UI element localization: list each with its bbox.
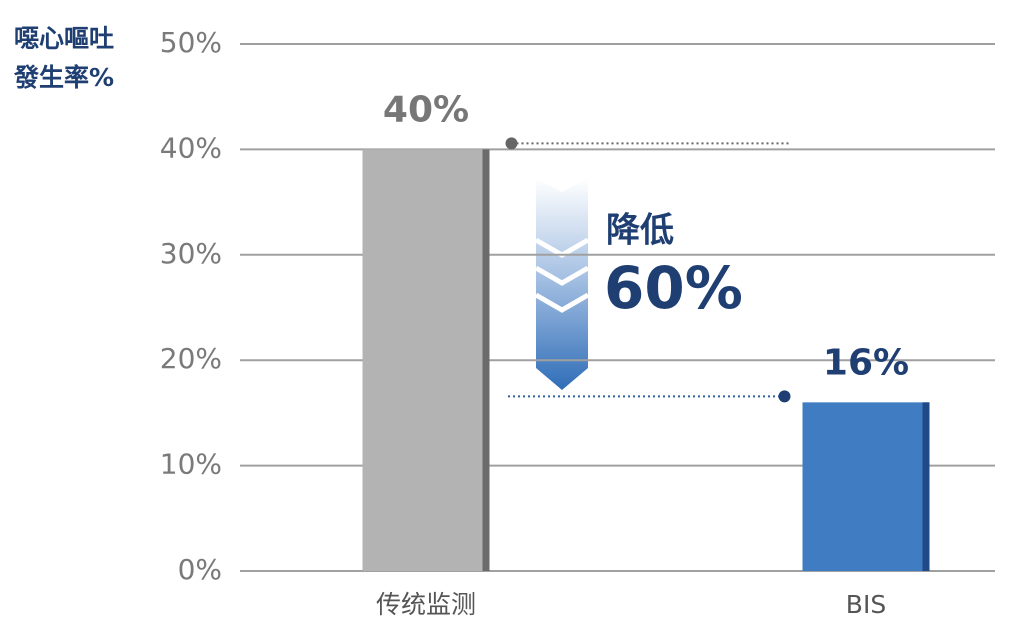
y-axis-label: 發生率% bbox=[13, 63, 114, 92]
y-tick-label: 20% bbox=[160, 342, 222, 375]
y-tick-label: 0% bbox=[178, 553, 222, 586]
reduction-arrow bbox=[534, 178, 590, 390]
bar-edge bbox=[482, 149, 490, 571]
annotation-value: 60% bbox=[604, 254, 743, 322]
y-tick-label: 10% bbox=[160, 448, 222, 481]
bar bbox=[362, 149, 490, 571]
y-tick-label: 50% bbox=[160, 26, 222, 59]
y-tick-label: 40% bbox=[160, 131, 222, 164]
x-tick-label: BIS bbox=[846, 590, 886, 619]
bar-edge bbox=[922, 402, 930, 571]
annotation-text: 降低 bbox=[606, 211, 674, 251]
value-label: 40% bbox=[383, 89, 469, 130]
value-label: 16% bbox=[823, 342, 909, 383]
bar bbox=[802, 402, 930, 571]
y-tick-label: 30% bbox=[160, 237, 222, 270]
y-axis-label: 噁心嘔吐 bbox=[14, 24, 114, 53]
x-tick-label: 传统监测 bbox=[376, 590, 476, 619]
guide-dot bbox=[778, 390, 791, 403]
guide-dot bbox=[505, 137, 518, 150]
